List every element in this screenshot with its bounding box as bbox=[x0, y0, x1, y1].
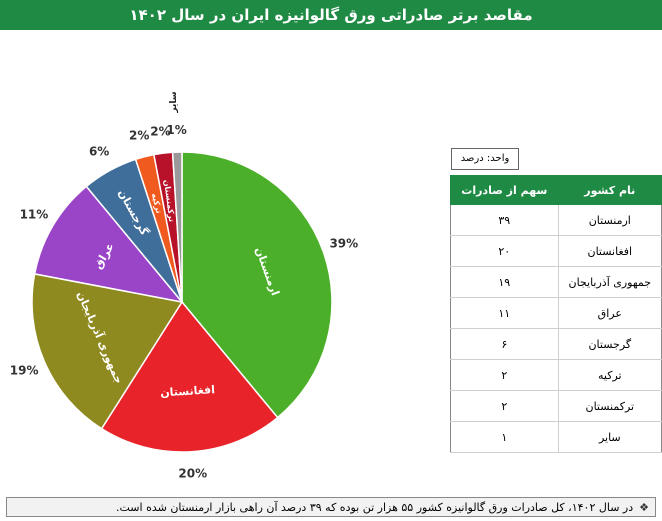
pie-slice bbox=[100, 300, 279, 453]
share-cell: ۲ bbox=[450, 359, 559, 391]
share-cell: ۶ bbox=[450, 328, 559, 360]
share-column-header: سهم از صادرات bbox=[450, 175, 559, 205]
export-share-table: نام کشور سهم از صادرات ارمنستان ۳۹ افغانس… bbox=[450, 175, 662, 453]
country-cell: جمهوری آذربایجان bbox=[557, 266, 662, 298]
country-column-header: نام کشور bbox=[557, 175, 662, 205]
value-label: 20% bbox=[178, 467, 207, 480]
share-cell: ۲۰ bbox=[450, 235, 559, 267]
table-header-row: نام کشور سهم از صادرات bbox=[450, 175, 662, 205]
country-cell: عراق bbox=[557, 297, 662, 329]
country-cell: سایر bbox=[557, 421, 662, 453]
table-row: ترکیه ۲ bbox=[450, 359, 662, 391]
country-cell: افغانستان bbox=[557, 235, 662, 267]
table-row: سایر ۱ bbox=[450, 421, 662, 453]
pie-slice bbox=[171, 151, 183, 303]
value-label: 39% bbox=[329, 237, 358, 251]
value-label: 19% bbox=[10, 363, 39, 377]
country-cell: گرجستان bbox=[557, 328, 662, 360]
other-slice-label: سایر bbox=[169, 91, 179, 113]
slice-name-label: افغانستان bbox=[160, 383, 215, 399]
table-row: ترکمنستان ۲ bbox=[450, 390, 662, 422]
footnote: ❖ در سال ۱۴۰۲، کل صادرات ورق گالوانیزه کش… bbox=[6, 497, 656, 517]
share-cell: ۳۹ bbox=[450, 204, 559, 236]
table-row: گرجستان ۶ bbox=[450, 328, 662, 360]
share-cell: ۲ bbox=[450, 390, 559, 422]
diamond-bullet-icon: ❖ bbox=[639, 501, 649, 514]
table-row: افغانستان ۲۰ bbox=[450, 235, 662, 267]
unit-label: واحد: درصد bbox=[451, 148, 519, 170]
share-cell: ۱۹ bbox=[450, 266, 559, 298]
footnote-text: در سال ۱۴۰۲، کل صادرات ورق گالوانیزه کشو… bbox=[116, 501, 634, 514]
value-label: 2% bbox=[129, 128, 149, 142]
table-row: جمهوری آذربایجان ۱۹ bbox=[450, 266, 662, 298]
value-label: 1% bbox=[166, 123, 186, 137]
pie-slice bbox=[31, 273, 184, 430]
page-title: مقاصد برتر صادراتی ورق گالوانیزه ایران د… bbox=[129, 6, 533, 24]
country-cell: ارمنستان bbox=[557, 204, 662, 236]
value-label: 11% bbox=[20, 207, 49, 221]
table-row: عراق ۱۱ bbox=[450, 297, 662, 329]
value-label: 2% bbox=[150, 124, 170, 138]
pie-slice bbox=[33, 185, 184, 304]
country-cell: ترکمنستان bbox=[557, 390, 662, 422]
table-row: ارمنستان ۳۹ bbox=[450, 204, 662, 236]
share-cell: ۱۱ bbox=[450, 297, 559, 329]
pie-slice bbox=[181, 151, 333, 419]
share-cell: ۱ bbox=[450, 421, 559, 453]
title-bar bbox=[0, 0, 662, 30]
country-cell: ترکیه bbox=[557, 359, 662, 391]
value-label: 6% bbox=[89, 144, 109, 158]
